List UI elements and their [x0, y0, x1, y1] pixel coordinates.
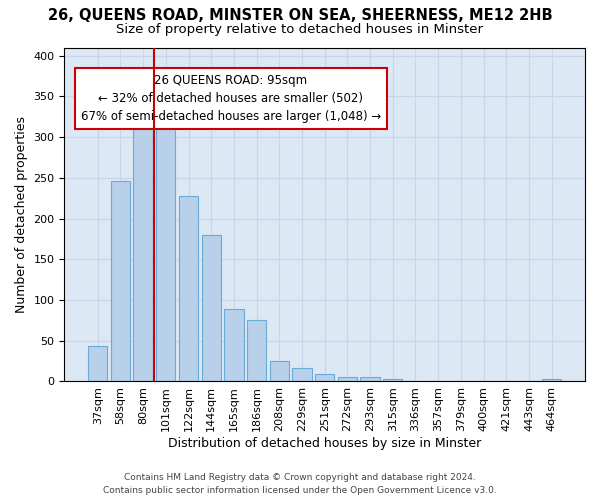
Bar — [156, 110, 175, 382]
Text: Contains HM Land Registry data © Crown copyright and database right 2024.
Contai: Contains HM Land Registry data © Crown c… — [103, 474, 497, 495]
X-axis label: Distribution of detached houses by size in Minster: Distribution of detached houses by size … — [168, 437, 481, 450]
Bar — [361, 378, 380, 382]
Bar — [315, 374, 334, 382]
Y-axis label: Number of detached properties: Number of detached properties — [15, 116, 28, 313]
Bar — [292, 368, 311, 382]
Text: 26 QUEENS ROAD: 95sqm
← 32% of detached houses are smaller (502)
67% of semi-det: 26 QUEENS ROAD: 95sqm ← 32% of detached … — [81, 74, 381, 123]
Bar — [224, 309, 244, 382]
Bar — [111, 181, 130, 382]
Bar — [383, 379, 403, 382]
Bar — [88, 346, 107, 382]
Text: 26, QUEENS ROAD, MINSTER ON SEA, SHEERNESS, ME12 2HB: 26, QUEENS ROAD, MINSTER ON SEA, SHEERNE… — [47, 8, 553, 22]
Bar — [338, 378, 357, 382]
Bar — [542, 379, 562, 382]
Bar — [179, 196, 198, 382]
Bar — [202, 235, 221, 382]
Bar — [133, 128, 153, 382]
Bar — [269, 361, 289, 382]
Text: Size of property relative to detached houses in Minster: Size of property relative to detached ho… — [116, 22, 484, 36]
Bar — [247, 320, 266, 382]
